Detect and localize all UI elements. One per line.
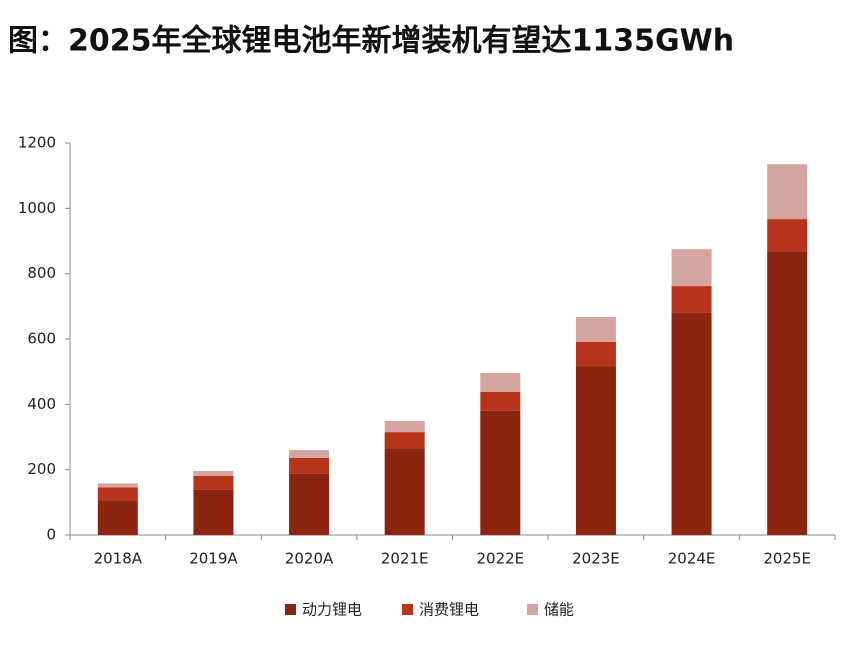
- bar-segment: [767, 219, 808, 252]
- bar-segment: [193, 489, 234, 535]
- y-tick-label: 1000: [18, 199, 56, 217]
- x-tick-label: 2021E: [381, 550, 429, 568]
- x-tick-label: 2018A: [94, 550, 143, 568]
- y-tick-label: 1200: [18, 134, 56, 152]
- bar-segment: [671, 286, 712, 313]
- bar-segment: [193, 475, 234, 490]
- chart-title: 图：2025年全球锂电池年新增装机有望达1135GWh: [8, 24, 734, 59]
- x-tick-label: 2023E: [572, 550, 620, 568]
- bar-segment: [193, 470, 234, 476]
- bar-segment: [384, 448, 425, 535]
- bar-segment: [97, 483, 138, 488]
- bar-segment: [767, 251, 808, 536]
- bar-segment: [480, 372, 521, 392]
- y-tick-label: 0: [46, 526, 56, 544]
- bar-segment: [97, 487, 138, 501]
- bar-segment: [575, 341, 616, 367]
- bar-segment: [289, 473, 330, 535]
- x-tick-label: 2025E: [763, 550, 811, 568]
- legend-swatch: [527, 604, 538, 615]
- x-tick-label: 2024E: [668, 550, 716, 568]
- legend-label: 储能: [544, 601, 574, 619]
- bar-segment: [480, 410, 521, 535]
- bar-segment: [480, 391, 521, 411]
- legend-swatch: [402, 604, 413, 615]
- legend-swatch: [285, 604, 296, 615]
- y-tick-label: 400: [27, 395, 56, 413]
- y-tick-label: 200: [27, 460, 56, 478]
- bar-segment: [767, 164, 808, 220]
- bar-segment: [97, 500, 138, 535]
- bar-segment: [289, 457, 330, 474]
- y-tick-label: 600: [27, 330, 56, 348]
- legend-label: 动力锂电: [302, 601, 362, 619]
- bar-segment: [575, 317, 616, 342]
- bar-segment: [575, 366, 616, 535]
- x-tick-label: 2019A: [189, 550, 238, 568]
- x-tick-label: 2022E: [476, 550, 524, 568]
- legend-label: 消费锂电: [419, 601, 479, 619]
- bar-segment: [289, 450, 330, 458]
- bar-segment: [384, 420, 425, 433]
- bar-segment: [384, 432, 425, 449]
- bar-segment: [671, 249, 712, 287]
- x-tick-label: 2020A: [285, 550, 334, 568]
- y-tick-label: 800: [27, 264, 56, 282]
- bar-segment: [671, 312, 712, 535]
